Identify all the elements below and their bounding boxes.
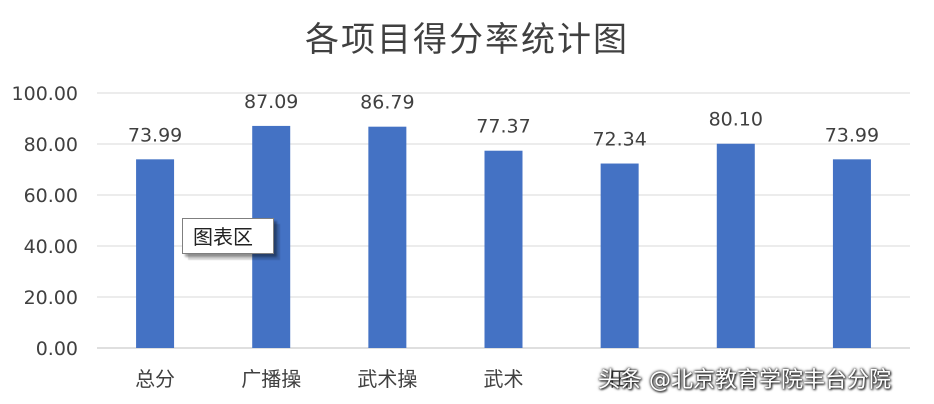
bar bbox=[600, 163, 639, 348]
chart-title: 各项目得分率统计图 bbox=[305, 20, 629, 60]
y-tick-label: 100.00 bbox=[12, 83, 78, 105]
data-label: 86.79 bbox=[360, 92, 414, 114]
chart-area-tooltip: 图表区 bbox=[182, 218, 274, 254]
x-tick-label: 田 bbox=[610, 367, 630, 391]
data-label: 73.99 bbox=[825, 124, 879, 146]
y-tick-label: 40.00 bbox=[24, 236, 78, 258]
watermark: 头条 @北京教育学院丰台分院 bbox=[598, 368, 891, 393]
bar bbox=[716, 143, 755, 348]
bar bbox=[136, 159, 175, 348]
data-label: 80.10 bbox=[709, 109, 763, 131]
y-tick-label: 60.00 bbox=[24, 185, 78, 207]
data-label: 73.99 bbox=[128, 124, 182, 146]
x-tick-label: 武术操 bbox=[357, 367, 417, 391]
data-label: 72.34 bbox=[592, 129, 646, 151]
bar bbox=[832, 159, 871, 348]
bar bbox=[368, 126, 407, 348]
y-tick-label: 20.00 bbox=[24, 287, 78, 309]
bar bbox=[484, 150, 523, 348]
y-tick-label: 0.00 bbox=[36, 338, 78, 360]
data-label: 87.09 bbox=[244, 91, 298, 113]
x-tick-label: 总分 bbox=[135, 367, 175, 391]
data-label: 77.37 bbox=[476, 116, 530, 138]
x-tick-label: 广播操 bbox=[241, 367, 301, 391]
x-tick-label: 武术 bbox=[484, 367, 524, 391]
y-tick-label: 80.00 bbox=[24, 134, 78, 156]
